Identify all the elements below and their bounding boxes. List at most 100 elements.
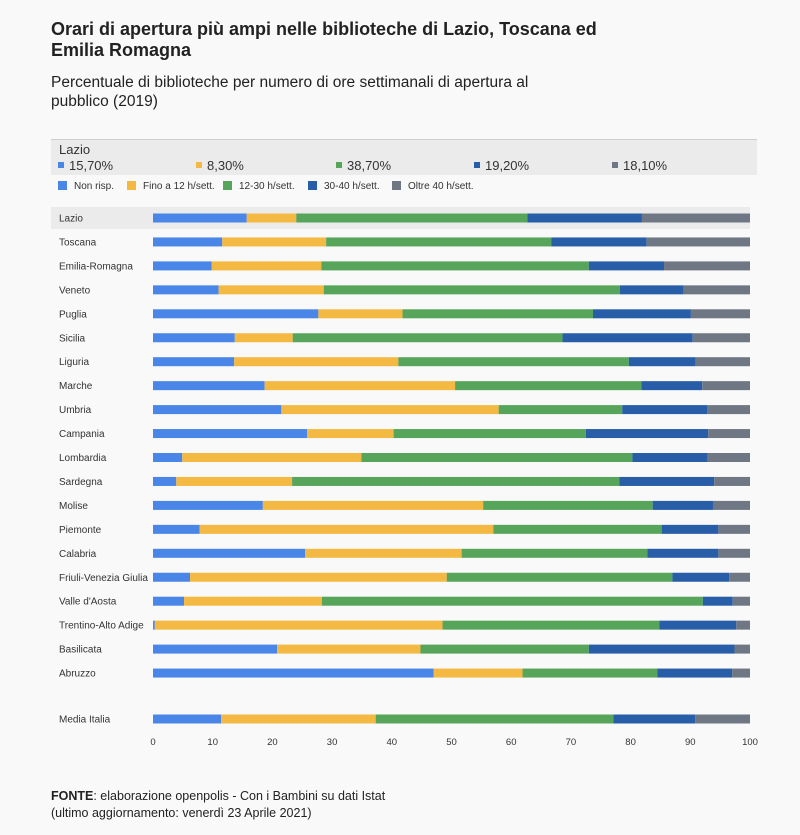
bar-segment[interactable] — [296, 213, 528, 223]
bar-segment[interactable] — [420, 644, 589, 654]
bar-segment[interactable] — [222, 237, 327, 247]
bar-segment[interactable] — [277, 644, 421, 654]
bar-segment[interactable] — [402, 309, 593, 319]
bar-segment[interactable] — [321, 261, 589, 271]
bar-segment[interactable] — [246, 213, 297, 223]
bar-segment[interactable] — [375, 714, 614, 724]
bar-segment[interactable] — [153, 381, 265, 391]
bar-segment[interactable] — [585, 429, 709, 439]
bar-segment[interactable] — [736, 620, 750, 630]
bar-segment[interactable] — [153, 237, 223, 247]
bar-segment[interactable] — [522, 668, 658, 678]
bar-segment[interactable] — [153, 333, 235, 343]
bar-segment[interactable] — [153, 285, 219, 295]
bar-segment[interactable] — [641, 381, 703, 391]
bar-segment[interactable] — [153, 620, 155, 630]
bar-segment[interactable] — [647, 548, 719, 558]
bar-segment[interactable] — [292, 476, 620, 486]
bar-segment[interactable] — [153, 714, 222, 724]
legend-item-non-risp[interactable]: Non risp. — [58, 181, 114, 192]
legend-item-30-40[interactable]: 30-40 h/sett. — [308, 181, 380, 192]
bar-segment[interactable] — [305, 548, 462, 558]
bar-segment[interactable] — [184, 596, 322, 606]
bar-segment[interactable] — [641, 213, 750, 223]
bar-segment[interactable] — [592, 309, 691, 319]
bar-segment[interactable] — [218, 285, 324, 295]
bar-segment[interactable] — [455, 381, 642, 391]
bar-segment[interactable] — [707, 405, 750, 415]
bar-segment[interactable] — [613, 714, 696, 724]
bar-segment[interactable] — [153, 213, 247, 223]
bar-segment[interactable] — [442, 620, 660, 630]
bar-segment[interactable] — [702, 596, 733, 606]
bar-segment[interactable] — [318, 309, 403, 319]
bar-segment[interactable] — [153, 429, 308, 439]
bar-segment[interactable] — [153, 524, 200, 534]
bar-segment[interactable] — [199, 524, 494, 534]
bar-segment[interactable] — [153, 357, 235, 367]
bar-segment[interactable] — [398, 357, 629, 367]
bar-segment[interactable] — [588, 261, 665, 271]
bar-segment[interactable] — [707, 453, 750, 462]
bar-segment[interactable] — [154, 620, 443, 630]
bar-segment[interactable] — [153, 572, 191, 582]
bar-segment[interactable] — [661, 524, 719, 534]
bar-segment[interactable] — [646, 237, 750, 247]
bar-segment[interactable] — [153, 405, 282, 415]
bar-segment[interactable] — [321, 596, 703, 606]
bar-segment[interactable] — [551, 237, 647, 247]
legend-item-fino-12[interactable]: Fino a 12 h/sett. — [127, 181, 215, 192]
bar-segment[interactable] — [292, 333, 563, 343]
bar-segment[interactable] — [234, 357, 399, 367]
bar-segment[interactable] — [190, 572, 447, 582]
bar-segment[interactable] — [718, 548, 750, 558]
bar-segment[interactable] — [153, 548, 306, 558]
bar-segment[interactable] — [211, 261, 322, 271]
bar-segment[interactable] — [692, 333, 750, 343]
bar-segment[interactable] — [176, 476, 293, 486]
bar-segment[interactable] — [221, 714, 376, 724]
bar-segment[interactable] — [307, 429, 394, 439]
bar-segment[interactable] — [734, 644, 750, 654]
bar-segment[interactable] — [732, 596, 750, 606]
bar-segment[interactable] — [632, 453, 708, 462]
bar-segment[interactable] — [153, 261, 212, 271]
bar-segment[interactable] — [234, 333, 293, 343]
bar-segment[interactable] — [361, 453, 633, 462]
bar-segment[interactable] — [153, 309, 319, 319]
bar-segment[interactable] — [182, 453, 362, 462]
bar-segment[interactable] — [712, 500, 750, 510]
bar-segment[interactable] — [446, 572, 673, 582]
bar-segment[interactable] — [498, 405, 623, 415]
bar-segment[interactable] — [718, 524, 750, 534]
bar-segment[interactable] — [323, 285, 620, 295]
bar-segment[interactable] — [729, 572, 750, 582]
bar-segment[interactable] — [153, 596, 185, 606]
bar-segment[interactable] — [527, 213, 642, 223]
bar-segment[interactable] — [433, 668, 523, 678]
bar-segment[interactable] — [683, 285, 750, 295]
bar-segment[interactable] — [619, 285, 684, 295]
bar-segment[interactable] — [483, 500, 653, 510]
legend-item-12-30[interactable]: 12-30 h/sett. — [223, 181, 295, 192]
bar-segment[interactable] — [708, 429, 750, 439]
bar-segment[interactable] — [659, 620, 737, 630]
bar-segment[interactable] — [262, 500, 484, 510]
bar-segment[interactable] — [281, 405, 499, 415]
bar-segment[interactable] — [588, 644, 735, 654]
legend-item-oltre-40[interactable]: Oltre 40 h/sett. — [392, 181, 474, 192]
bar-segment[interactable] — [326, 237, 552, 247]
bar-segment[interactable] — [664, 261, 750, 271]
bar-segment[interactable] — [264, 381, 456, 391]
bar-segment[interactable] — [714, 476, 750, 486]
bar-segment[interactable] — [153, 476, 177, 486]
bar-segment[interactable] — [652, 500, 713, 510]
bar-segment[interactable] — [732, 668, 750, 678]
bar-segment[interactable] — [672, 572, 730, 582]
bar-segment[interactable] — [493, 524, 662, 534]
bar-segment[interactable] — [695, 357, 750, 367]
bar-segment[interactable] — [153, 453, 183, 462]
bar-segment[interactable] — [393, 429, 586, 439]
bar-segment[interactable] — [562, 333, 693, 343]
bar-segment[interactable] — [153, 644, 278, 654]
